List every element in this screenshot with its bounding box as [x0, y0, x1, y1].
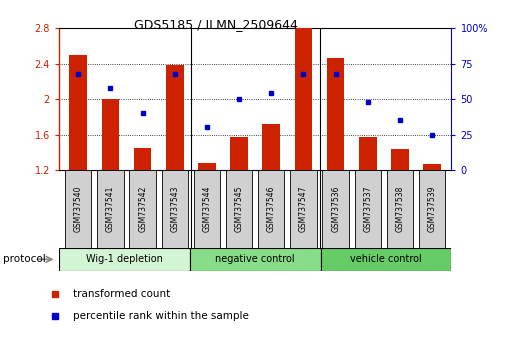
Text: GSM737541: GSM737541 [106, 185, 115, 232]
FancyBboxPatch shape [97, 170, 124, 248]
FancyBboxPatch shape [129, 170, 156, 248]
Text: GSM737543: GSM737543 [170, 185, 180, 232]
FancyBboxPatch shape [387, 170, 413, 248]
Text: vehicle control: vehicle control [350, 254, 422, 264]
Text: transformed count: transformed count [73, 289, 170, 299]
FancyBboxPatch shape [419, 170, 445, 248]
Bar [134, 148, 151, 170]
Bar [102, 99, 120, 170]
Bar [263, 124, 280, 170]
Bar [423, 164, 441, 170]
FancyBboxPatch shape [321, 248, 451, 271]
Text: protocol: protocol [3, 254, 45, 264]
Text: percentile rank within the sample: percentile rank within the sample [73, 311, 248, 321]
FancyBboxPatch shape [162, 170, 188, 248]
Text: GSM737545: GSM737545 [234, 185, 244, 232]
Bar [198, 163, 216, 170]
Bar [294, 28, 312, 170]
Text: GSM737540: GSM737540 [74, 185, 83, 232]
Bar [391, 149, 409, 170]
FancyBboxPatch shape [190, 248, 321, 271]
Text: GSM737544: GSM737544 [203, 185, 211, 232]
Text: GSM737547: GSM737547 [299, 185, 308, 232]
FancyBboxPatch shape [194, 170, 220, 248]
FancyBboxPatch shape [323, 170, 349, 248]
Text: negative control: negative control [215, 254, 295, 264]
Text: GSM737546: GSM737546 [267, 185, 276, 232]
Bar [230, 137, 248, 170]
Text: GSM737538: GSM737538 [396, 185, 404, 232]
Text: Wig-1 depletion: Wig-1 depletion [86, 254, 163, 264]
Bar [327, 58, 345, 170]
FancyBboxPatch shape [258, 170, 285, 248]
FancyBboxPatch shape [354, 170, 381, 248]
Text: GDS5185 / ILMN_2509644: GDS5185 / ILMN_2509644 [133, 18, 298, 31]
Text: GSM737539: GSM737539 [428, 185, 437, 232]
Bar [359, 137, 377, 170]
FancyBboxPatch shape [290, 170, 317, 248]
Bar [166, 65, 184, 170]
FancyBboxPatch shape [59, 248, 190, 271]
FancyBboxPatch shape [65, 170, 91, 248]
Text: GSM737536: GSM737536 [331, 185, 340, 232]
FancyBboxPatch shape [226, 170, 252, 248]
Bar [69, 55, 87, 170]
Text: GSM737537: GSM737537 [363, 185, 372, 232]
Text: GSM737542: GSM737542 [138, 185, 147, 232]
